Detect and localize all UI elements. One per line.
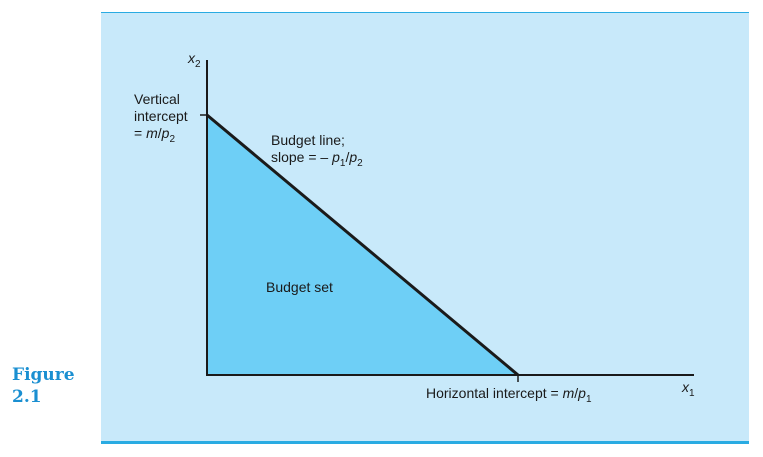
horizontal-intercept-label: Horizontal intercept = m/p1	[426, 385, 592, 405]
figure-label-number: 2.1	[12, 387, 42, 407]
vertical-intercept-label-line1: Vertical	[134, 91, 180, 107]
vertical-intercept-equation: = m/p2	[134, 125, 175, 145]
figure-label: Figure 2.1	[12, 364, 75, 408]
budget-line-slope: slope = – p1/p2	[271, 149, 363, 169]
vertical-intercept-label-line2: intercept	[134, 108, 188, 124]
budget-line	[206, 113, 519, 377]
x-axis-label: x1	[681, 379, 695, 399]
bottom-rule	[101, 441, 749, 444]
budget-line-label: Budget line;	[271, 132, 345, 148]
budget-set-label: Budget set	[266, 279, 333, 295]
figure-label-word: Figure	[12, 365, 75, 385]
y-axis-label: x2	[187, 50, 201, 70]
